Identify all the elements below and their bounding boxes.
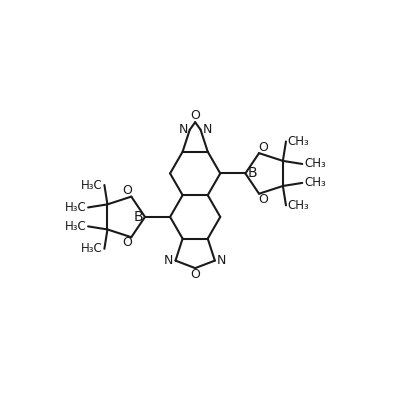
- Text: N: N: [203, 123, 212, 136]
- Text: N: N: [217, 254, 226, 267]
- Text: N: N: [164, 254, 174, 267]
- Text: O: O: [258, 141, 268, 154]
- Text: H₃C: H₃C: [65, 220, 86, 233]
- Text: H₃C: H₃C: [81, 178, 103, 192]
- Text: B: B: [247, 166, 257, 180]
- Text: B: B: [134, 210, 143, 224]
- Text: O: O: [190, 268, 200, 281]
- Text: N: N: [178, 123, 188, 136]
- Text: O: O: [122, 184, 132, 197]
- Text: O: O: [122, 236, 132, 250]
- Text: H₃C: H₃C: [65, 201, 86, 214]
- Text: O: O: [258, 193, 268, 206]
- Text: CH₃: CH₃: [288, 199, 309, 212]
- Text: CH₃: CH₃: [288, 135, 309, 148]
- Text: O: O: [190, 109, 200, 122]
- Text: CH₃: CH₃: [304, 158, 326, 170]
- Text: H₃C: H₃C: [81, 242, 103, 255]
- Text: CH₃: CH₃: [304, 176, 326, 190]
